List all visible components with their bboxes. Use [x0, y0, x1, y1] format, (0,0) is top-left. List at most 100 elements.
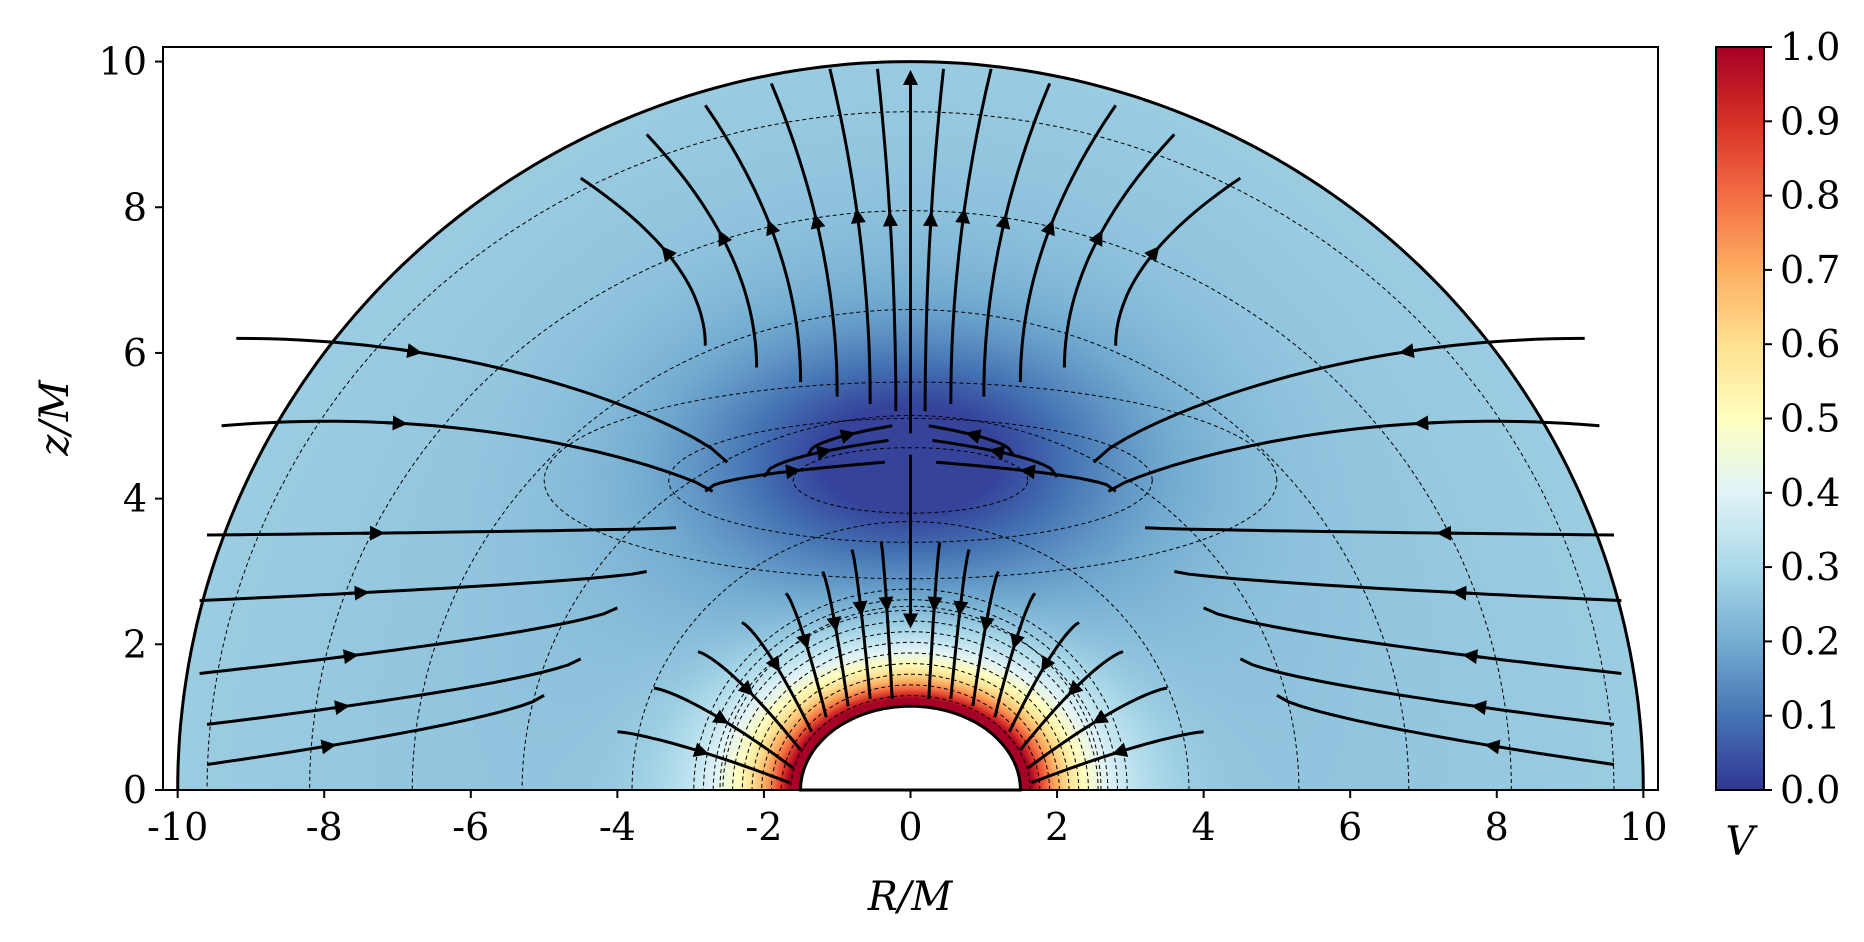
x-tick-label: 10: [1619, 805, 1667, 849]
contour-line: [668, 418, 1153, 543]
colorbar-tick-label: 0.1: [1780, 694, 1840, 738]
streamline-arrow: [927, 596, 943, 612]
x-tick-label: -2: [745, 805, 782, 849]
contour-line: [770, 673, 1051, 790]
contour-line: [751, 652, 1070, 790]
streamline: [1107, 419, 1600, 493]
outer-boundary: [176, 60, 1645, 791]
contour-line: [411, 308, 1410, 790]
streamline-arrow: [661, 246, 677, 263]
streamline-arrow: [979, 615, 995, 633]
streamline-arrow: [712, 709, 729, 724]
streamline-arrow: [1398, 343, 1422, 359]
streamline-arrow: [399, 343, 423, 359]
streamline: [645, 133, 759, 368]
y-tick-label: 0: [123, 768, 147, 812]
streamline-arrow: [923, 211, 939, 229]
streamline: [1174, 570, 1622, 603]
y-tick-label: 4: [123, 477, 147, 521]
contour-line: [521, 414, 1300, 790]
y-tick-label: 8: [123, 185, 147, 229]
streamline-arrow: [988, 445, 1006, 461]
contour-line: [543, 381, 1278, 580]
contour-line: [790, 695, 1031, 790]
x-tick-label: -6: [452, 805, 489, 849]
streamline-arrow: [995, 213, 1011, 230]
contour-line: [780, 684, 1041, 790]
streamline-arrow: [1462, 649, 1483, 665]
x-axis: -10 -8 -6 -4 -2 0 2 4 6 8 10: [147, 790, 1668, 849]
x-tick-label: 0: [898, 805, 922, 849]
streamline-arrow: [1451, 585, 1473, 601]
streamline: [206, 693, 545, 766]
streamline: [828, 68, 872, 404]
contour-line: [732, 631, 1089, 790]
streamline: [769, 82, 839, 397]
streamline-arrow: [796, 632, 811, 650]
streamline-arrow: [852, 600, 868, 617]
streamline-arrow: [826, 615, 842, 633]
colorbar-tick-label: 0.5: [1780, 397, 1840, 441]
streamline: [206, 657, 582, 726]
streamline-arrow: [338, 649, 359, 665]
streamline-arrow: [1484, 739, 1502, 755]
streamline: [199, 606, 618, 675]
y-axis-label: z/M: [32, 379, 78, 457]
streamline: [1092, 336, 1585, 464]
contour-line: [741, 641, 1080, 790]
x-tick-label: 6: [1338, 805, 1362, 849]
streamline-arrow: [1019, 464, 1036, 480]
colorbar: 0.0 0.1 0.2 0.3 0.4 0.5 0.6 0.7 0.8 0.9 1.0 V: [1715, 25, 1840, 865]
streamline: [1239, 657, 1615, 726]
streamline-arrow: [815, 445, 833, 461]
streamline: [236, 336, 729, 464]
colorbar-ticks: 0.0 0.1 0.2 0.3 0.4 0.5 0.6 0.7 0.8 0.9 1.0: [1764, 25, 1840, 812]
contour-line: [693, 588, 1128, 790]
y-tick-label: 2: [123, 622, 147, 666]
colorbar-tick-label: 0.7: [1780, 248, 1840, 292]
colorbar-label: V: [1726, 819, 1759, 865]
x-tick-label: 4: [1192, 805, 1216, 849]
streamline-arrow: [1088, 230, 1103, 247]
y-tick-label: 10: [99, 40, 147, 84]
contour-line: [719, 605, 1102, 790]
streamline: [199, 570, 647, 603]
colorbar-tick-label: 0.3: [1780, 545, 1840, 589]
streamline-arrow: [737, 679, 754, 696]
streamline: [982, 82, 1052, 397]
streamline-arrow: [953, 600, 969, 617]
streamline-arrow: [348, 585, 370, 601]
streamline-arrow: [331, 700, 350, 716]
streamline-arrow: [1471, 700, 1490, 716]
streamline-arrow: [765, 655, 780, 672]
streamline-arrow: [1413, 415, 1436, 431]
y-axis: 0 2 4 6 8 10: [99, 40, 163, 812]
x-tick-label: -4: [599, 805, 636, 849]
streamline-arrow: [1144, 246, 1160, 263]
x-tick-label: 2: [1045, 805, 1069, 849]
streamline: [876, 68, 898, 412]
x-tick-label: -8: [306, 805, 343, 849]
colorbar-gradient: [1715, 46, 1765, 791]
streamline-arrow: [965, 429, 982, 444]
streamline-arrow: [1040, 219, 1055, 237]
colorbar-tick-label: 0.8: [1780, 174, 1840, 218]
streamline: [949, 68, 993, 404]
contour-line: [792, 447, 1029, 514]
streamline: [704, 104, 803, 383]
plot-area: [162, 46, 1659, 792]
streamline: [1062, 133, 1176, 368]
streamline-arrow: [718, 230, 733, 247]
streamline-arrow: [850, 208, 866, 226]
streamline: [221, 419, 714, 493]
colorbar-tick-label: 0.0: [1780, 768, 1840, 812]
streamline-arrow: [785, 464, 802, 480]
colorbar-tick-label: 1.0: [1780, 25, 1840, 69]
streamline-arrow: [810, 213, 826, 230]
streamline-arrow: [882, 211, 898, 229]
field-streamlines: [199, 68, 1622, 785]
streamline-arrow: [1010, 632, 1025, 650]
streamline-arrow: [1041, 655, 1056, 672]
streamline: [1018, 104, 1117, 383]
